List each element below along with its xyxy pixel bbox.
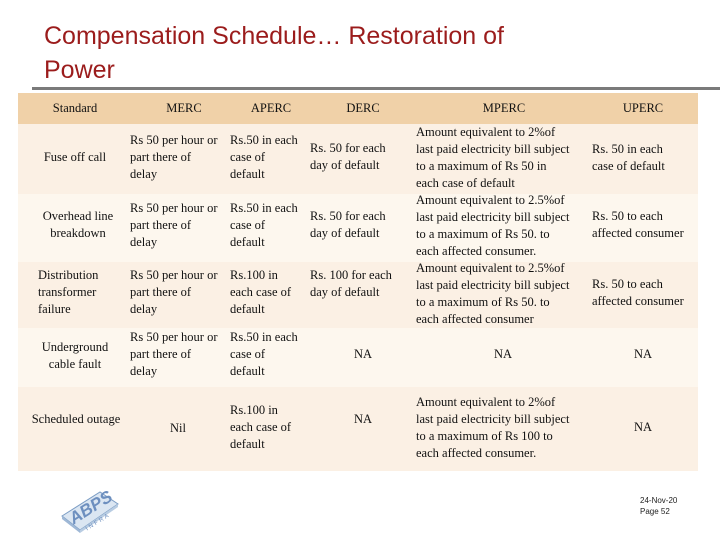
title-underline xyxy=(32,87,720,90)
cell-uperc: Rs. 50 in each case of default xyxy=(592,142,665,173)
cell-mperc: Amount equivalent to 2%of last paid elect… xyxy=(416,125,570,190)
cell-mperc: Amount equivalent to 2%of last paid elect… xyxy=(416,395,570,460)
header-uperc: UPERC xyxy=(622,101,664,115)
cell-derc: Rs. 100 for each day of default xyxy=(310,268,392,299)
cell-merc: Rs 50 per hour or part there of delay xyxy=(130,201,218,249)
cell-merc: Rs 50 per hour or part there of delay xyxy=(130,133,218,181)
cell-standard: Overhead line breakdown xyxy=(42,209,114,240)
cell-mperc: Amount equivalent to 2.5%of last paid ele… xyxy=(416,261,570,326)
cell-aperc: Rs.100 in each case of default xyxy=(230,268,292,316)
title-line-2: Power xyxy=(44,56,115,84)
cell-derc: NA xyxy=(353,347,373,361)
cell-standard: Underground cable fault xyxy=(41,340,109,371)
row-bg xyxy=(18,262,698,328)
slide-footer: 24-Nov-20 Page 52 xyxy=(640,495,710,517)
cell-derc: Rs. 50 for each day of default xyxy=(310,209,386,240)
cell-mperc: NA xyxy=(493,347,513,361)
cell-mperc: Amount equivalent to 2.5%of last paid ele… xyxy=(416,193,570,258)
row-bg xyxy=(18,124,698,194)
row-bg xyxy=(18,194,698,262)
title-line-1: Compensation Schedule… Restoration of xyxy=(44,22,504,50)
slide-title: Compensation Schedule… Restoration of Po… xyxy=(44,19,664,87)
cell-standard: Fuse off call xyxy=(43,150,107,164)
cell-merc: Nil xyxy=(170,421,186,435)
cell-uperc: Rs. 50 to each affected consumer xyxy=(592,209,684,240)
row-bg xyxy=(18,387,698,471)
header-mperc: MPERC xyxy=(482,101,526,115)
header-aperc: APERC xyxy=(250,101,292,115)
footer-page: Page 52 xyxy=(640,507,670,516)
cell-derc: Rs. 50 for each day of default xyxy=(310,141,386,172)
cell-aperc: Rs.50 in each case of default xyxy=(230,330,298,378)
cell-standard: Distribution transformer failure xyxy=(38,268,99,316)
header-merc: MERC xyxy=(166,101,202,115)
header-standard: Standard xyxy=(52,101,98,115)
abps-logo: ABPS INFRA xyxy=(61,487,119,533)
header-derc: DERC xyxy=(346,101,380,115)
cell-aperc: Rs.100 in each case of default xyxy=(230,403,292,451)
cell-aperc: Rs.50 in each case of default xyxy=(230,133,298,181)
cell-merc: Rs 50 per hour or part there of delay xyxy=(130,268,218,316)
cell-derc: NA xyxy=(353,412,373,426)
cell-merc: Rs 50 per hour or part there of delay xyxy=(130,330,218,378)
cell-uperc: NA xyxy=(633,420,653,434)
compensation-table: Standard MERC APERC DERC MPERC UPERC Fus… xyxy=(18,93,698,471)
cell-standard: Scheduled outage xyxy=(31,412,121,426)
cell-uperc: NA xyxy=(633,347,653,361)
cell-uperc: Rs. 50 to each affected consumer xyxy=(592,277,684,308)
cell-aperc: Rs.50 in each case of default xyxy=(230,201,298,249)
row-bg xyxy=(18,328,698,387)
footer-date: 24-Nov-20 xyxy=(640,496,678,505)
